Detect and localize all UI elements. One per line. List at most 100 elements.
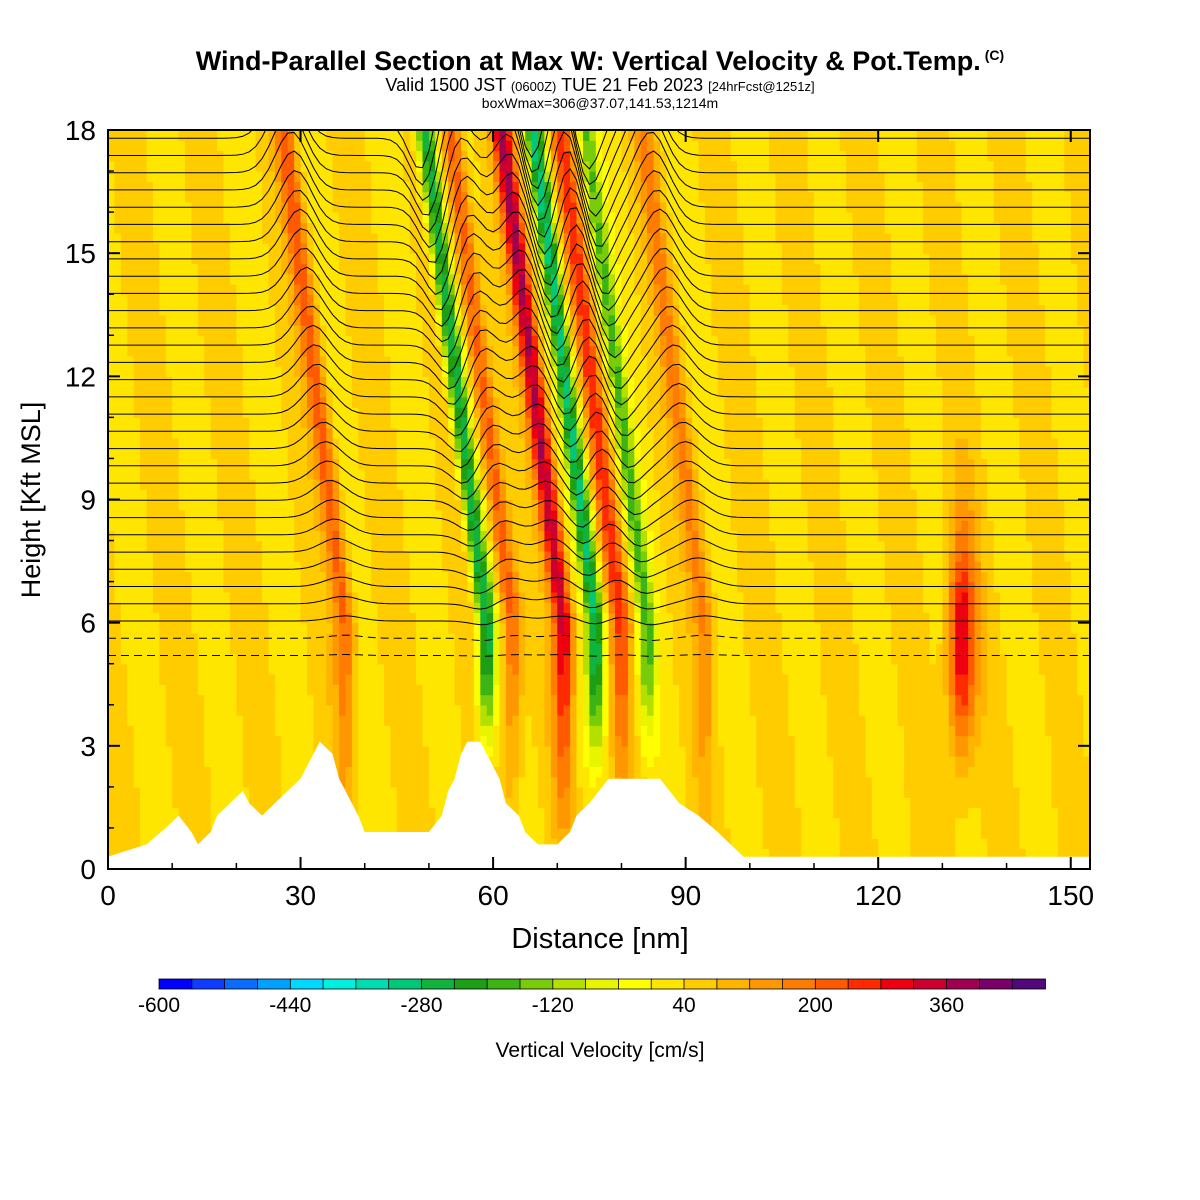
field-cell [602,191,610,203]
field-cell [679,735,693,747]
field-cell [473,550,481,562]
field-cell [704,550,712,562]
field-cell [525,212,533,223]
field-cell [640,581,648,593]
field-cell [550,314,565,326]
field-cell [281,766,321,778]
field-cell [685,437,693,449]
field-cell [300,581,327,593]
field-cell [589,663,597,675]
field-cell [570,797,578,809]
field-cell [454,253,462,265]
field-cell [595,448,603,460]
field-cell [1045,715,1085,726]
field-cell [505,663,513,675]
field-cell [929,632,943,644]
field-cell [493,222,501,234]
field-cell [287,263,295,275]
field-cell [602,674,610,685]
field-cell [595,622,603,634]
field-cell [916,171,956,182]
field-cell [274,715,314,726]
field-cell [544,838,558,850]
field-cell [108,756,135,767]
field-cell [570,766,578,778]
field-cell [987,622,1001,634]
field-cell [570,571,578,583]
field-cell [730,130,770,141]
field-cell [595,499,603,511]
field-cell [968,581,976,593]
field-cell [396,448,436,460]
field-cell [968,622,976,634]
field-cell [133,396,173,408]
field-cell [197,643,231,655]
field-cell [1006,663,1040,675]
field-cell [595,253,610,265]
field-cell [717,355,757,367]
field-cell [454,314,462,326]
field-cell [781,294,821,306]
field-cell [570,458,578,470]
field-cell [371,581,411,593]
field-cell [557,674,571,685]
field-cell [428,745,462,757]
field-cell [1000,643,1040,655]
field-cell [236,335,276,347]
field-cell [480,437,488,449]
field-cell [294,253,302,265]
field-cell [910,848,956,860]
field-cell [660,222,667,234]
field-cell [1019,817,1059,829]
field-cell [576,622,584,634]
field-cell [493,150,501,162]
theta-contour-line [108,537,1090,563]
field-cell [505,140,513,152]
field-cell [319,314,347,326]
field-cell [319,407,327,418]
field-cell [653,653,661,665]
field-cell [801,817,841,829]
x-axis-label: Distance [nm] [511,923,688,955]
field-cell [685,386,693,398]
field-cell [987,499,1027,511]
field-cell [717,653,751,665]
field-cell [615,704,629,716]
field-cell [531,212,539,223]
field-cell [980,735,1014,747]
field-cell [679,396,687,408]
field-cell [191,602,231,613]
field-cell [319,335,327,347]
field-cell [262,561,302,572]
field-cell [653,632,661,644]
field-cell [538,489,545,501]
field-cell [570,304,578,316]
field-cell [544,345,552,357]
field-cell [826,325,860,336]
field-cell [634,407,648,418]
field-cell [435,253,449,265]
field-cell [127,674,160,685]
field-cell [538,130,545,141]
field-cell [858,314,898,326]
field-cell [576,653,584,665]
field-cell [923,232,963,244]
field-cell [576,520,590,531]
field-cell [698,684,712,696]
field-cell [570,704,578,716]
field-cell [416,674,456,685]
field-cell [538,550,545,562]
field-cell [416,304,436,316]
field-cell [518,273,526,285]
field-cell [525,602,546,613]
field-cell [570,509,578,521]
field-cell [197,263,231,275]
field-cell [525,632,546,644]
theta-contour-line [108,615,1090,626]
field-cell [672,263,680,275]
field-cell [448,212,456,223]
field-cell [300,335,308,347]
field-cell [319,437,327,449]
field-cell [140,479,180,490]
